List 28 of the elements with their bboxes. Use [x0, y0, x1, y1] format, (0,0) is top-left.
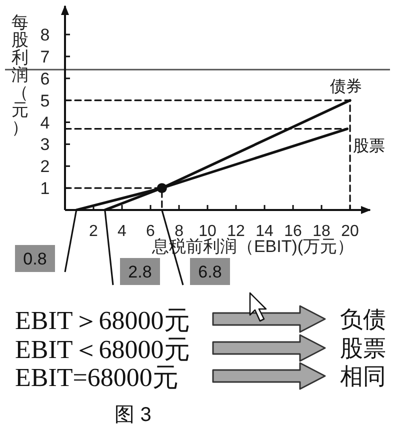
- text: EBIT＞68000元: [15, 306, 190, 335]
- x-tick-label: 2: [89, 223, 98, 240]
- annotation: 6.8: [198, 262, 222, 282]
- text: EBIT＜68000元: [15, 335, 190, 364]
- series-label: 股票: [353, 138, 386, 155]
- y-tick-label: 5: [40, 91, 50, 110]
- x-tick-label: 4: [118, 223, 127, 240]
- y-axis-title: 每股利润（元）: [12, 13, 28, 137]
- y-tick-label: 8: [40, 26, 50, 45]
- x-tick-label: 6: [146, 223, 156, 240]
- text: 相同: [340, 363, 386, 389]
- annotation: 2.8: [128, 262, 152, 282]
- y-tick-label: 4: [40, 113, 50, 132]
- y-tick-label: 7: [40, 47, 50, 66]
- text: 负债: [340, 306, 386, 332]
- y-tick-label: 6: [40, 69, 50, 88]
- text: 股票: [340, 335, 386, 361]
- x-tick-label: 14: [256, 223, 274, 240]
- series-label: 债券: [330, 77, 362, 96]
- y-tick-label: 3: [40, 135, 50, 154]
- annotation: 0.8: [23, 250, 47, 268]
- y-tick-label: 1: [40, 179, 50, 198]
- y-tick-label: 2: [40, 157, 50, 176]
- caption: 图 3: [114, 404, 152, 426]
- x-tick-label: 20: [341, 223, 360, 240]
- text: EBIT=68000元: [15, 363, 178, 392]
- x-tick-label: 16: [284, 223, 302, 240]
- x-tick-label: 18: [312, 223, 331, 240]
